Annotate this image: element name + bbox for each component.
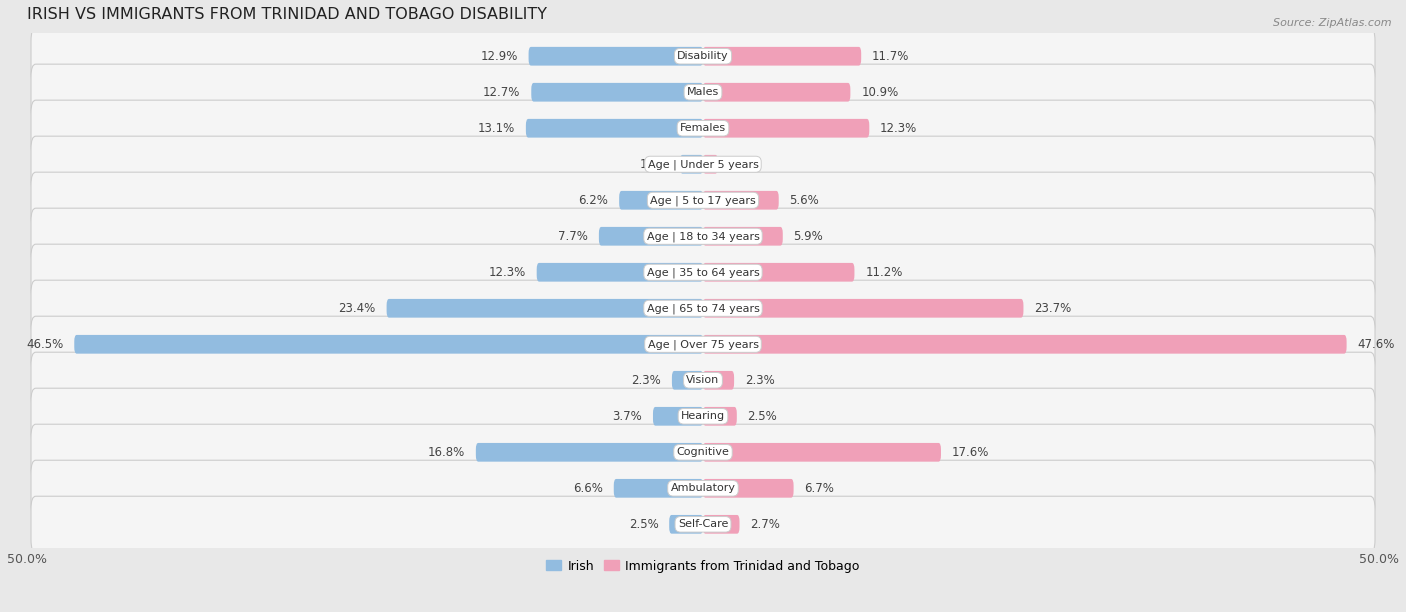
Text: 12.7%: 12.7% xyxy=(484,86,520,99)
FancyBboxPatch shape xyxy=(31,244,1375,300)
FancyBboxPatch shape xyxy=(31,353,1375,408)
FancyBboxPatch shape xyxy=(31,496,1375,553)
FancyBboxPatch shape xyxy=(703,299,1024,318)
Text: 1.1%: 1.1% xyxy=(728,158,759,171)
Text: Males: Males xyxy=(688,88,718,97)
FancyBboxPatch shape xyxy=(703,407,737,426)
FancyBboxPatch shape xyxy=(599,227,703,245)
FancyBboxPatch shape xyxy=(619,191,703,210)
Text: Disability: Disability xyxy=(678,51,728,61)
FancyBboxPatch shape xyxy=(31,172,1375,228)
FancyBboxPatch shape xyxy=(531,83,703,102)
FancyBboxPatch shape xyxy=(31,424,1375,480)
Text: Self-Care: Self-Care xyxy=(678,520,728,529)
Text: 47.6%: 47.6% xyxy=(1357,338,1395,351)
FancyBboxPatch shape xyxy=(31,316,1375,372)
Text: Age | 35 to 64 years: Age | 35 to 64 years xyxy=(647,267,759,277)
Text: Age | Under 5 years: Age | Under 5 years xyxy=(648,159,758,170)
FancyBboxPatch shape xyxy=(703,191,779,210)
Text: 2.7%: 2.7% xyxy=(751,518,780,531)
FancyBboxPatch shape xyxy=(537,263,703,282)
Text: 2.3%: 2.3% xyxy=(631,374,661,387)
FancyBboxPatch shape xyxy=(703,263,855,282)
Text: 11.2%: 11.2% xyxy=(865,266,903,279)
FancyBboxPatch shape xyxy=(703,515,740,534)
FancyBboxPatch shape xyxy=(703,155,718,174)
FancyBboxPatch shape xyxy=(31,100,1375,156)
FancyBboxPatch shape xyxy=(703,479,793,498)
FancyBboxPatch shape xyxy=(703,335,1347,354)
Text: 12.9%: 12.9% xyxy=(481,50,517,63)
FancyBboxPatch shape xyxy=(31,460,1375,517)
Text: Hearing: Hearing xyxy=(681,411,725,421)
Text: Age | 5 to 17 years: Age | 5 to 17 years xyxy=(650,195,756,206)
Text: 6.2%: 6.2% xyxy=(578,194,609,207)
Text: Ambulatory: Ambulatory xyxy=(671,483,735,493)
FancyBboxPatch shape xyxy=(31,388,1375,444)
Text: IRISH VS IMMIGRANTS FROM TRINIDAD AND TOBAGO DISABILITY: IRISH VS IMMIGRANTS FROM TRINIDAD AND TO… xyxy=(27,7,547,22)
FancyBboxPatch shape xyxy=(31,136,1375,192)
FancyBboxPatch shape xyxy=(31,208,1375,264)
FancyBboxPatch shape xyxy=(31,64,1375,121)
Text: 2.3%: 2.3% xyxy=(745,374,775,387)
FancyBboxPatch shape xyxy=(669,515,703,534)
Text: 23.4%: 23.4% xyxy=(339,302,375,315)
Text: 12.3%: 12.3% xyxy=(880,122,917,135)
FancyBboxPatch shape xyxy=(529,47,703,65)
Text: 7.7%: 7.7% xyxy=(558,230,588,243)
Text: 46.5%: 46.5% xyxy=(27,338,63,351)
FancyBboxPatch shape xyxy=(526,119,703,138)
Text: 6.7%: 6.7% xyxy=(804,482,834,495)
Text: 6.6%: 6.6% xyxy=(574,482,603,495)
FancyBboxPatch shape xyxy=(703,47,862,65)
Text: Vision: Vision xyxy=(686,375,720,386)
Text: 23.7%: 23.7% xyxy=(1035,302,1071,315)
FancyBboxPatch shape xyxy=(387,299,703,318)
Text: Age | 18 to 34 years: Age | 18 to 34 years xyxy=(647,231,759,242)
FancyBboxPatch shape xyxy=(75,335,703,354)
Text: Females: Females xyxy=(681,123,725,133)
FancyBboxPatch shape xyxy=(672,371,703,390)
Text: Age | 65 to 74 years: Age | 65 to 74 years xyxy=(647,303,759,313)
FancyBboxPatch shape xyxy=(31,280,1375,337)
Text: 5.6%: 5.6% xyxy=(790,194,820,207)
FancyBboxPatch shape xyxy=(475,443,703,461)
Text: 2.5%: 2.5% xyxy=(748,410,778,423)
Text: Source: ZipAtlas.com: Source: ZipAtlas.com xyxy=(1274,18,1392,28)
FancyBboxPatch shape xyxy=(703,119,869,138)
FancyBboxPatch shape xyxy=(703,83,851,102)
FancyBboxPatch shape xyxy=(614,479,703,498)
Text: 11.7%: 11.7% xyxy=(872,50,910,63)
Legend: Irish, Immigrants from Trinidad and Tobago: Irish, Immigrants from Trinidad and Toba… xyxy=(541,554,865,578)
Text: Age | Over 75 years: Age | Over 75 years xyxy=(648,339,758,349)
Text: 1.7%: 1.7% xyxy=(640,158,669,171)
Text: 5.9%: 5.9% xyxy=(793,230,824,243)
Text: 16.8%: 16.8% xyxy=(427,446,465,459)
FancyBboxPatch shape xyxy=(31,28,1375,84)
Text: 2.5%: 2.5% xyxy=(628,518,658,531)
Text: 12.3%: 12.3% xyxy=(489,266,526,279)
Text: Cognitive: Cognitive xyxy=(676,447,730,457)
Text: 10.9%: 10.9% xyxy=(862,86,898,99)
FancyBboxPatch shape xyxy=(703,227,783,245)
FancyBboxPatch shape xyxy=(703,371,734,390)
FancyBboxPatch shape xyxy=(652,407,703,426)
Text: 13.1%: 13.1% xyxy=(478,122,515,135)
Text: 3.7%: 3.7% xyxy=(613,410,643,423)
Text: 17.6%: 17.6% xyxy=(952,446,990,459)
FancyBboxPatch shape xyxy=(681,155,703,174)
FancyBboxPatch shape xyxy=(703,443,941,461)
